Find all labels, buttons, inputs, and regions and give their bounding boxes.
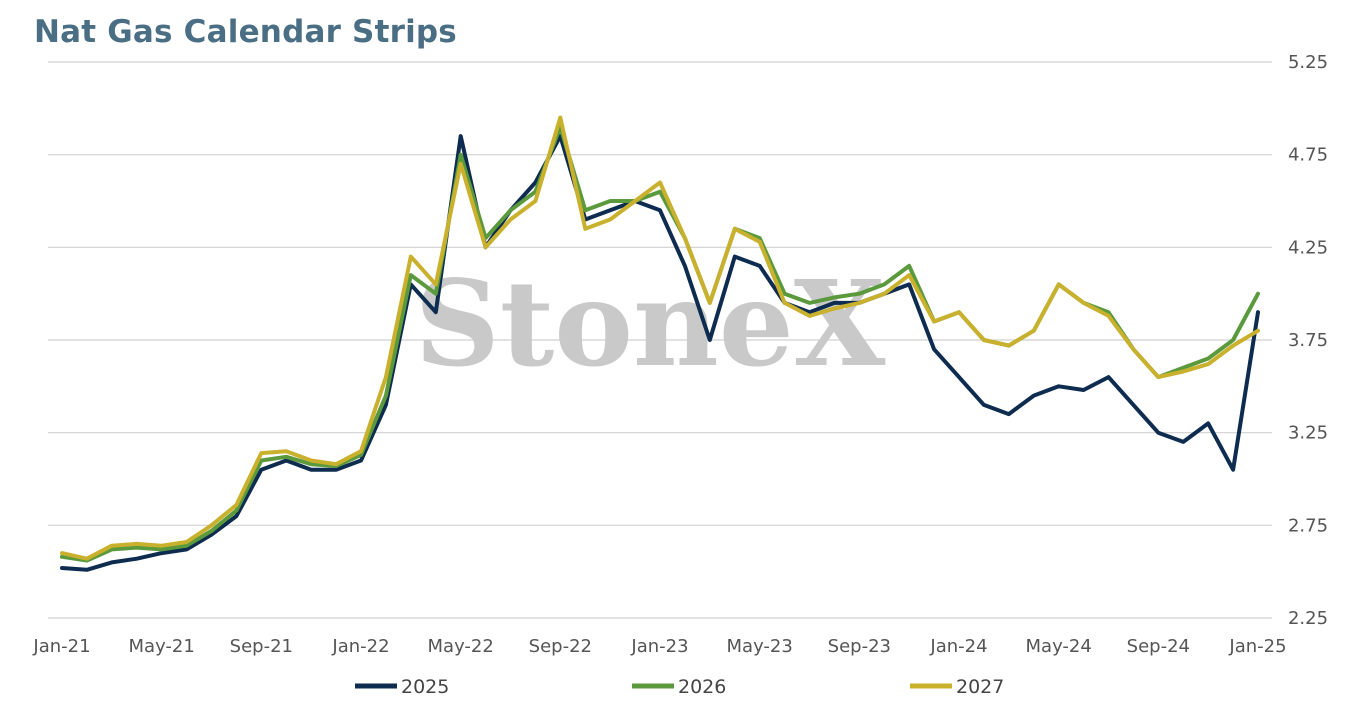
x-tick-label: Jan-22 [331, 636, 389, 657]
x-tick-label: May-22 [428, 636, 494, 657]
x-tick-label: Sep-21 [230, 636, 293, 657]
x-tick-label: May-24 [1026, 636, 1092, 657]
y-tick-label: 3.75 [1288, 330, 1328, 351]
x-tick-label: Jan-24 [929, 636, 987, 657]
x-tick-label: Sep-24 [1127, 636, 1190, 657]
y-tick-label: 2.75 [1288, 515, 1328, 536]
legend-label-2026: 2026 [678, 676, 726, 698]
x-tick-label: May-23 [727, 636, 793, 657]
x-tick-label: Jan-21 [32, 636, 90, 657]
x-tick-label: Jan-23 [630, 636, 688, 657]
series-line-2027 [60, 115, 1260, 561]
x-axis-ticks: Jan-21 May-21 Sep-21 Jan-22 May-22 Sep-22 Jan-… [32, 636, 1286, 657]
legend-label-2027: 2027 [956, 676, 1004, 698]
legend-label-2025: 2025 [401, 676, 449, 698]
x-tick-label: Jan-25 [1228, 636, 1286, 657]
chart-title: Nat Gas Calendar Strips [34, 14, 457, 50]
legend: 2025 2026 2027 [355, 676, 1004, 698]
watermark-logo: StoneX [415, 254, 886, 393]
y-tick-label: 2.25 [1288, 608, 1328, 629]
y-tick-label: 4.25 [1288, 237, 1328, 258]
x-tick-label: Sep-22 [529, 636, 592, 657]
gridlines [48, 61, 1272, 619]
y-tick-label: 4.75 [1288, 145, 1328, 166]
x-tick-label: Sep-23 [828, 636, 891, 657]
y-axis-ticks: 2.25 2.75 3.25 3.75 4.25 4.75 5.25 [1288, 52, 1328, 629]
y-tick-label: 5.25 [1288, 52, 1328, 73]
y-tick-label: 3.25 [1288, 423, 1328, 444]
x-tick-label: May-21 [129, 636, 195, 657]
series-line-2025 [60, 134, 1260, 572]
series-lines [60, 115, 1260, 572]
